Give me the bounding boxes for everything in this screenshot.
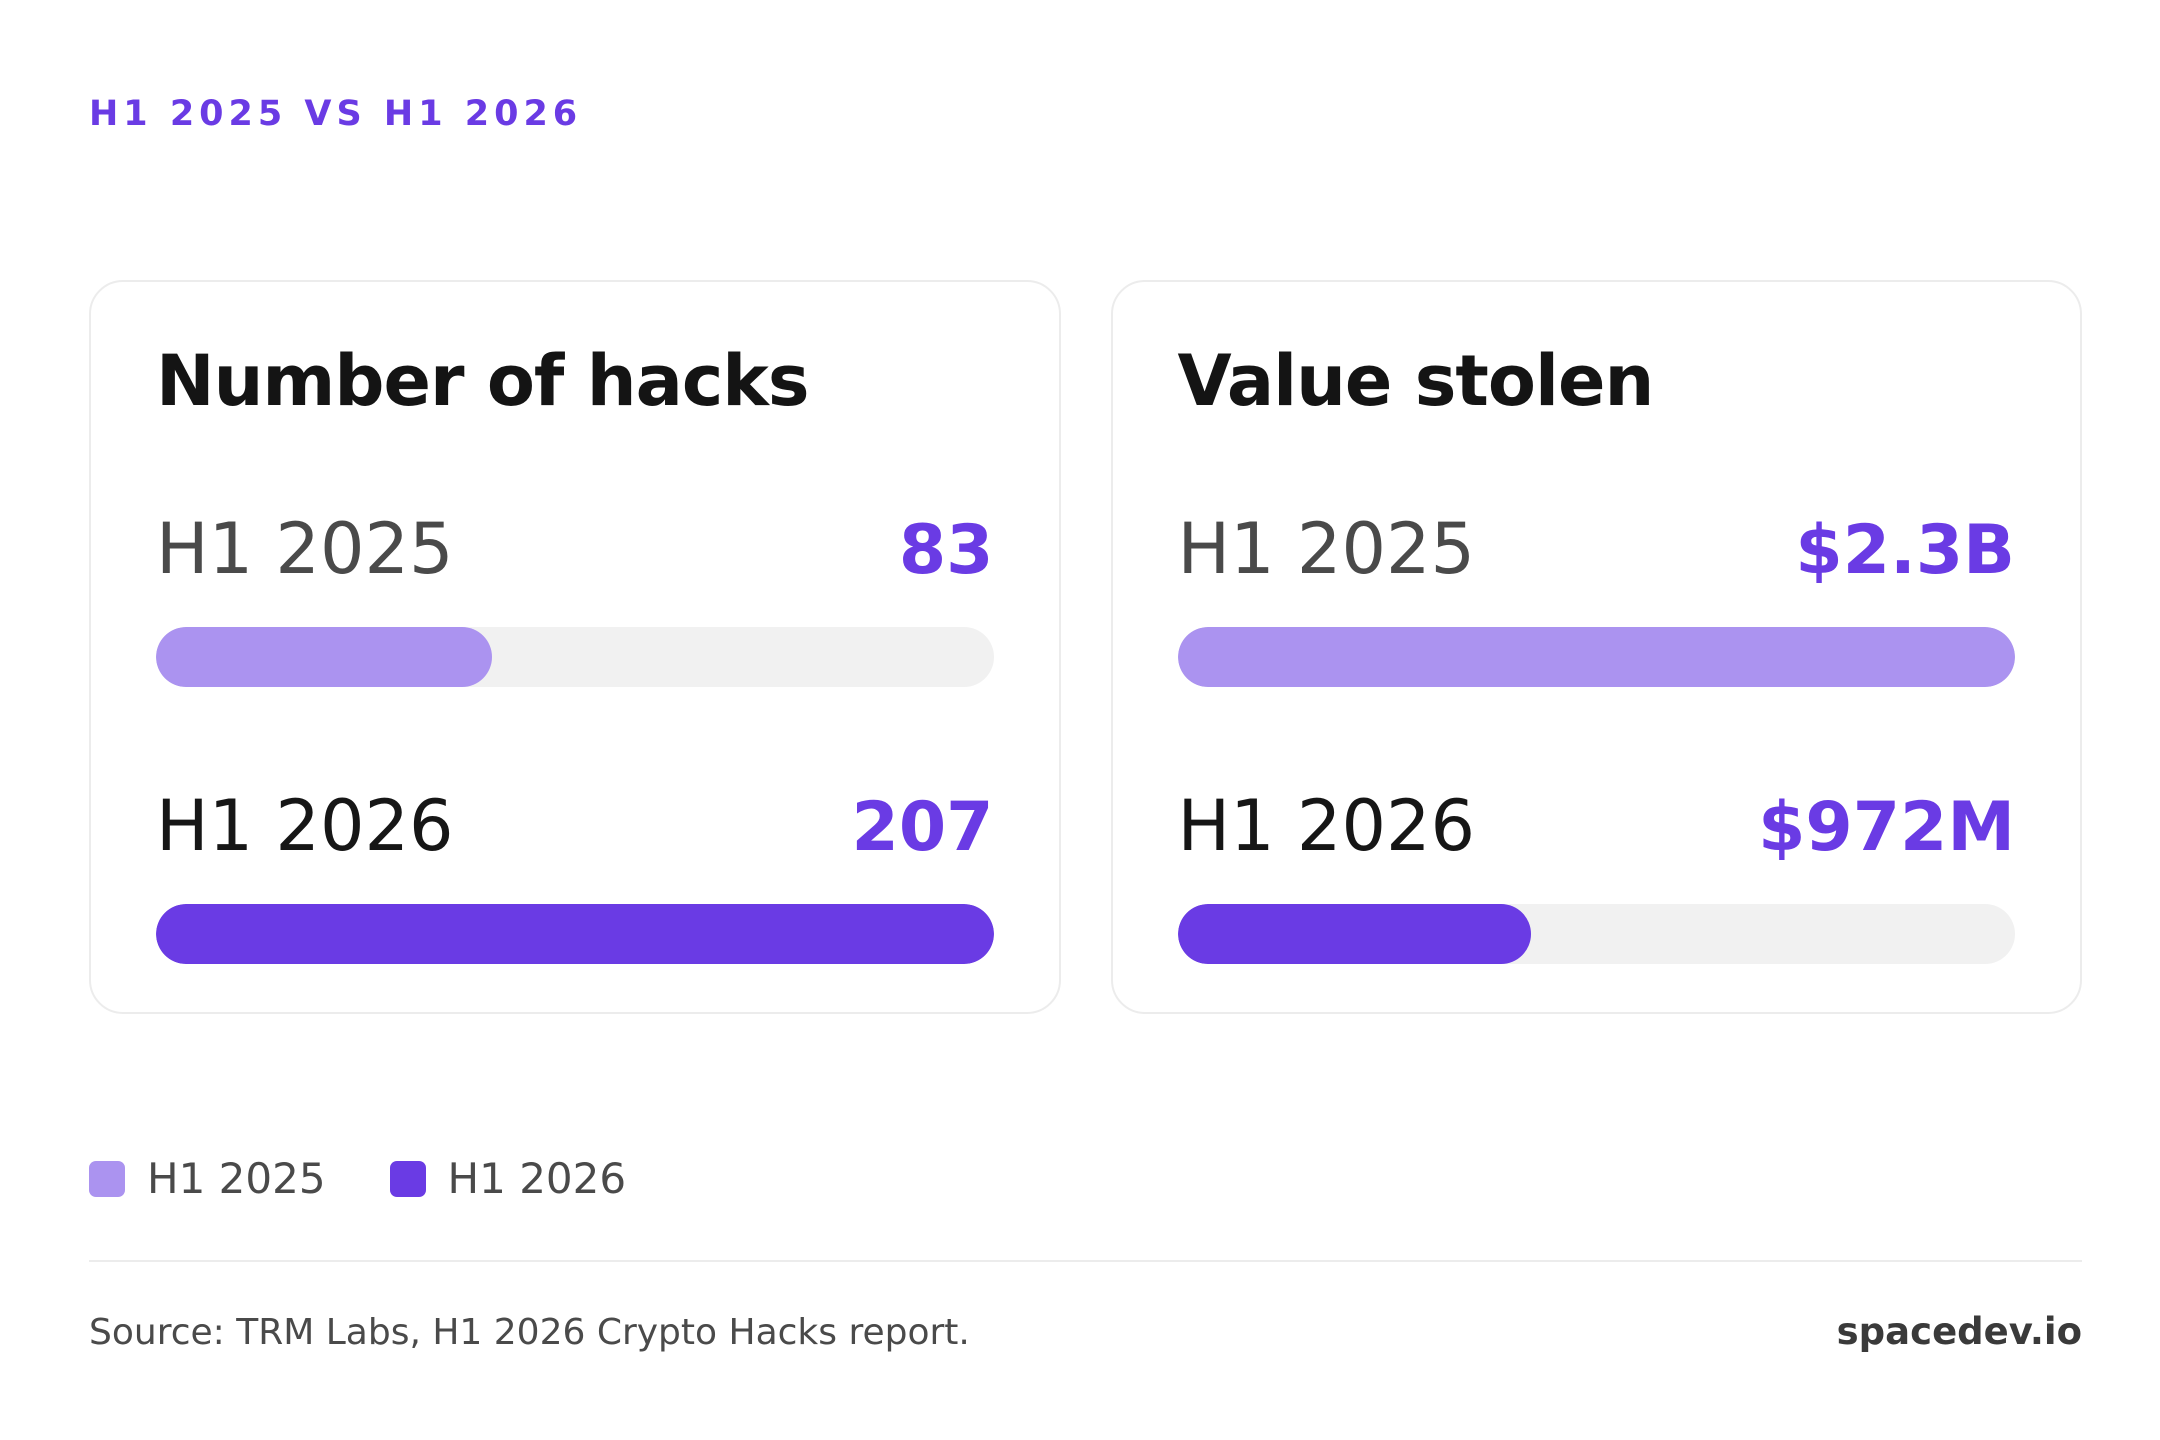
bar-h1-2025 bbox=[1177, 627, 2015, 687]
legend-label: H1 2026 bbox=[447, 1154, 627, 1203]
cards-container: Number of hacks H1 2025 83 H1 2026 207 V… bbox=[89, 280, 2082, 1014]
legend-swatch bbox=[89, 1161, 125, 1197]
bar-track bbox=[156, 627, 994, 687]
category-label: H1 2025 bbox=[1177, 508, 1476, 590]
card-title: Number of hacks bbox=[156, 340, 810, 422]
bar-row-h1-2026: H1 2026 $972M bbox=[1177, 785, 2015, 964]
value-label: $972M bbox=[1758, 788, 2015, 867]
legend: H1 2025 H1 2026 bbox=[89, 1158, 626, 1200]
bar-row-h1-2025: H1 2025 83 bbox=[156, 514, 994, 687]
value-label: 83 bbox=[898, 511, 994, 590]
bar-track bbox=[156, 904, 994, 964]
brand-link[interactable]: spacedev.io bbox=[1836, 1310, 2082, 1353]
footer: Source: TRM Labs, H1 2026 Crypto Hacks r… bbox=[89, 1310, 2082, 1353]
source-note: Source: TRM Labs, H1 2026 Crypto Hacks r… bbox=[89, 1312, 970, 1353]
bar-row-h1-2026: H1 2026 207 bbox=[156, 791, 994, 964]
bar-track bbox=[1177, 904, 2015, 964]
legend-item-h1-2025: H1 2025 bbox=[89, 1158, 326, 1200]
bar-h1-2026 bbox=[156, 904, 994, 964]
category-label: H1 2026 bbox=[1177, 785, 1476, 867]
footer-divider bbox=[89, 1260, 2082, 1262]
bar-row-h1-2025: H1 2025 $2.3B bbox=[1177, 508, 2015, 687]
bar-h1-2026 bbox=[1177, 904, 1532, 964]
bar-track bbox=[1177, 627, 2015, 687]
hacks-card: Number of hacks H1 2025 83 H1 2026 207 bbox=[89, 280, 1061, 1014]
category-label: H1 2025 bbox=[156, 508, 454, 590]
chart-eyebrow: H1 2025 VS H1 2026 bbox=[89, 94, 583, 134]
legend-label: H1 2025 bbox=[147, 1154, 326, 1203]
value-label: $2.3B bbox=[1795, 511, 2015, 590]
card-title: Value stolen bbox=[1177, 340, 1655, 422]
value-stolen-card: Value stolen H1 2025 $2.3B H1 2026 $972M bbox=[1110, 280, 2082, 1014]
category-label: H1 2026 bbox=[156, 785, 454, 867]
legend-item-h1-2026: H1 2026 bbox=[389, 1154, 627, 1203]
legend-swatch bbox=[389, 1161, 426, 1197]
bar-h1-2025 bbox=[156, 627, 492, 687]
value-label: 207 bbox=[851, 788, 994, 867]
